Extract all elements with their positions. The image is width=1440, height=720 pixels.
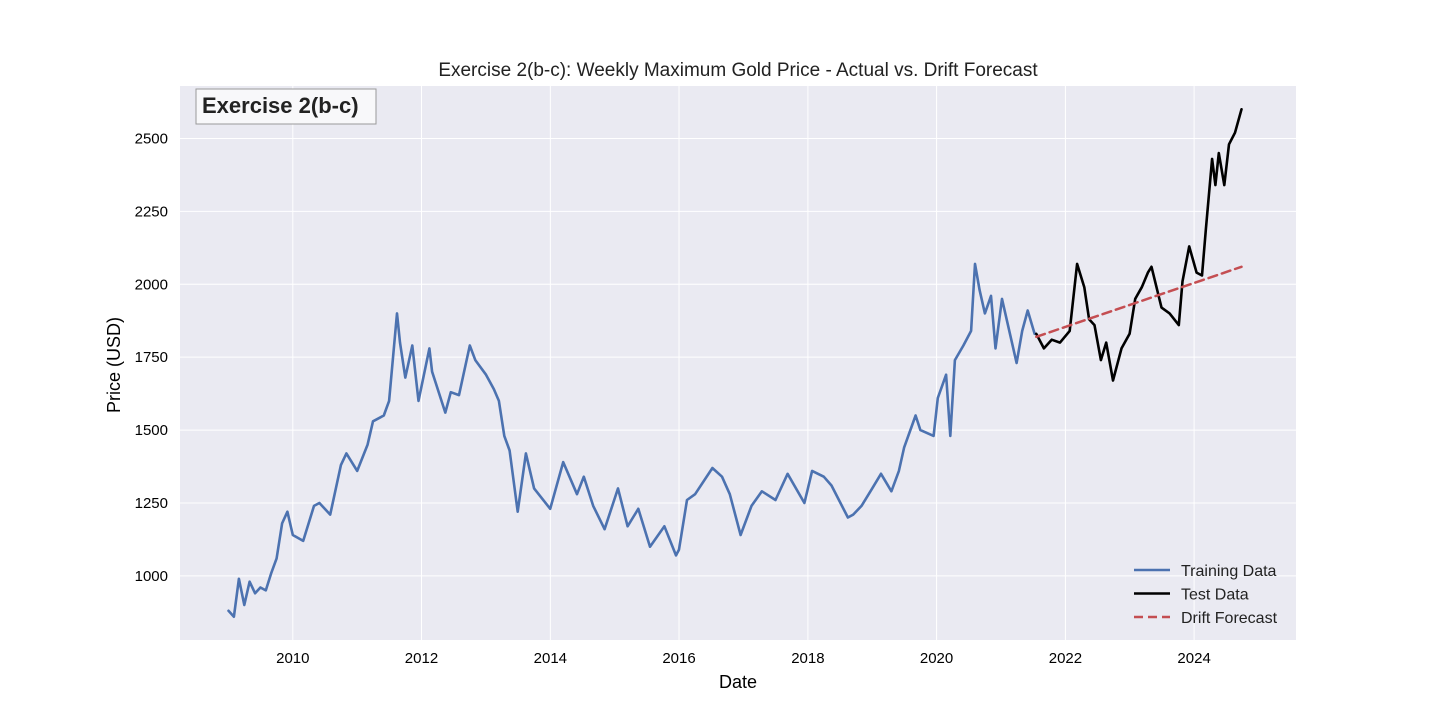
y-tick-label: 1750	[135, 349, 168, 366]
x-axis-label: Date	[719, 672, 757, 692]
legend-label: Training Data	[1181, 563, 1277, 580]
grid-lines	[180, 86, 1296, 640]
x-tick-label: 2016	[662, 650, 695, 667]
y-tick-label: 2000	[135, 276, 168, 293]
x-tick-label: 2014	[534, 650, 567, 667]
x-axis-ticks: 2010 2012 2014 2016 2018 2020 2022 2024	[276, 650, 1211, 667]
y-tick-label: 1000	[135, 568, 168, 585]
plot-background	[180, 86, 1296, 640]
x-tick-label: 2020	[920, 650, 953, 667]
x-tick-label: 2022	[1049, 650, 1082, 667]
series-line-0	[227, 262, 1036, 619]
y-tick-label: 1250	[135, 495, 168, 512]
y-tick-label: 1500	[135, 422, 168, 439]
legend: Training Data Test Data Drift Forecast	[1134, 563, 1278, 627]
series-line-2	[1035, 265, 1243, 339]
legend-label: Drift Forecast	[1181, 610, 1278, 627]
y-axis-label: Price (USD)	[104, 317, 124, 413]
y-tick-label: 2500	[135, 130, 168, 147]
y-tick-label: 2250	[135, 203, 168, 220]
series-layer	[227, 108, 1243, 619]
x-tick-label: 2018	[791, 650, 824, 667]
x-tick-label: 2012	[405, 650, 438, 667]
y-axis-ticks: 1000 1250 1500 1750 2000 2250 2500	[135, 130, 168, 584]
series-line-1	[1035, 108, 1243, 382]
corner-label-box: Exercise 2(b-c)	[195, 88, 377, 125]
legend-label: Test Data	[1181, 587, 1249, 604]
corner-label: Exercise 2(b-c)	[202, 93, 359, 118]
x-tick-label: 2010	[276, 650, 309, 667]
x-tick-label: 2024	[1177, 650, 1210, 667]
chart-title: Exercise 2(b-c): Weekly Maximum Gold Pri…	[438, 60, 1038, 81]
